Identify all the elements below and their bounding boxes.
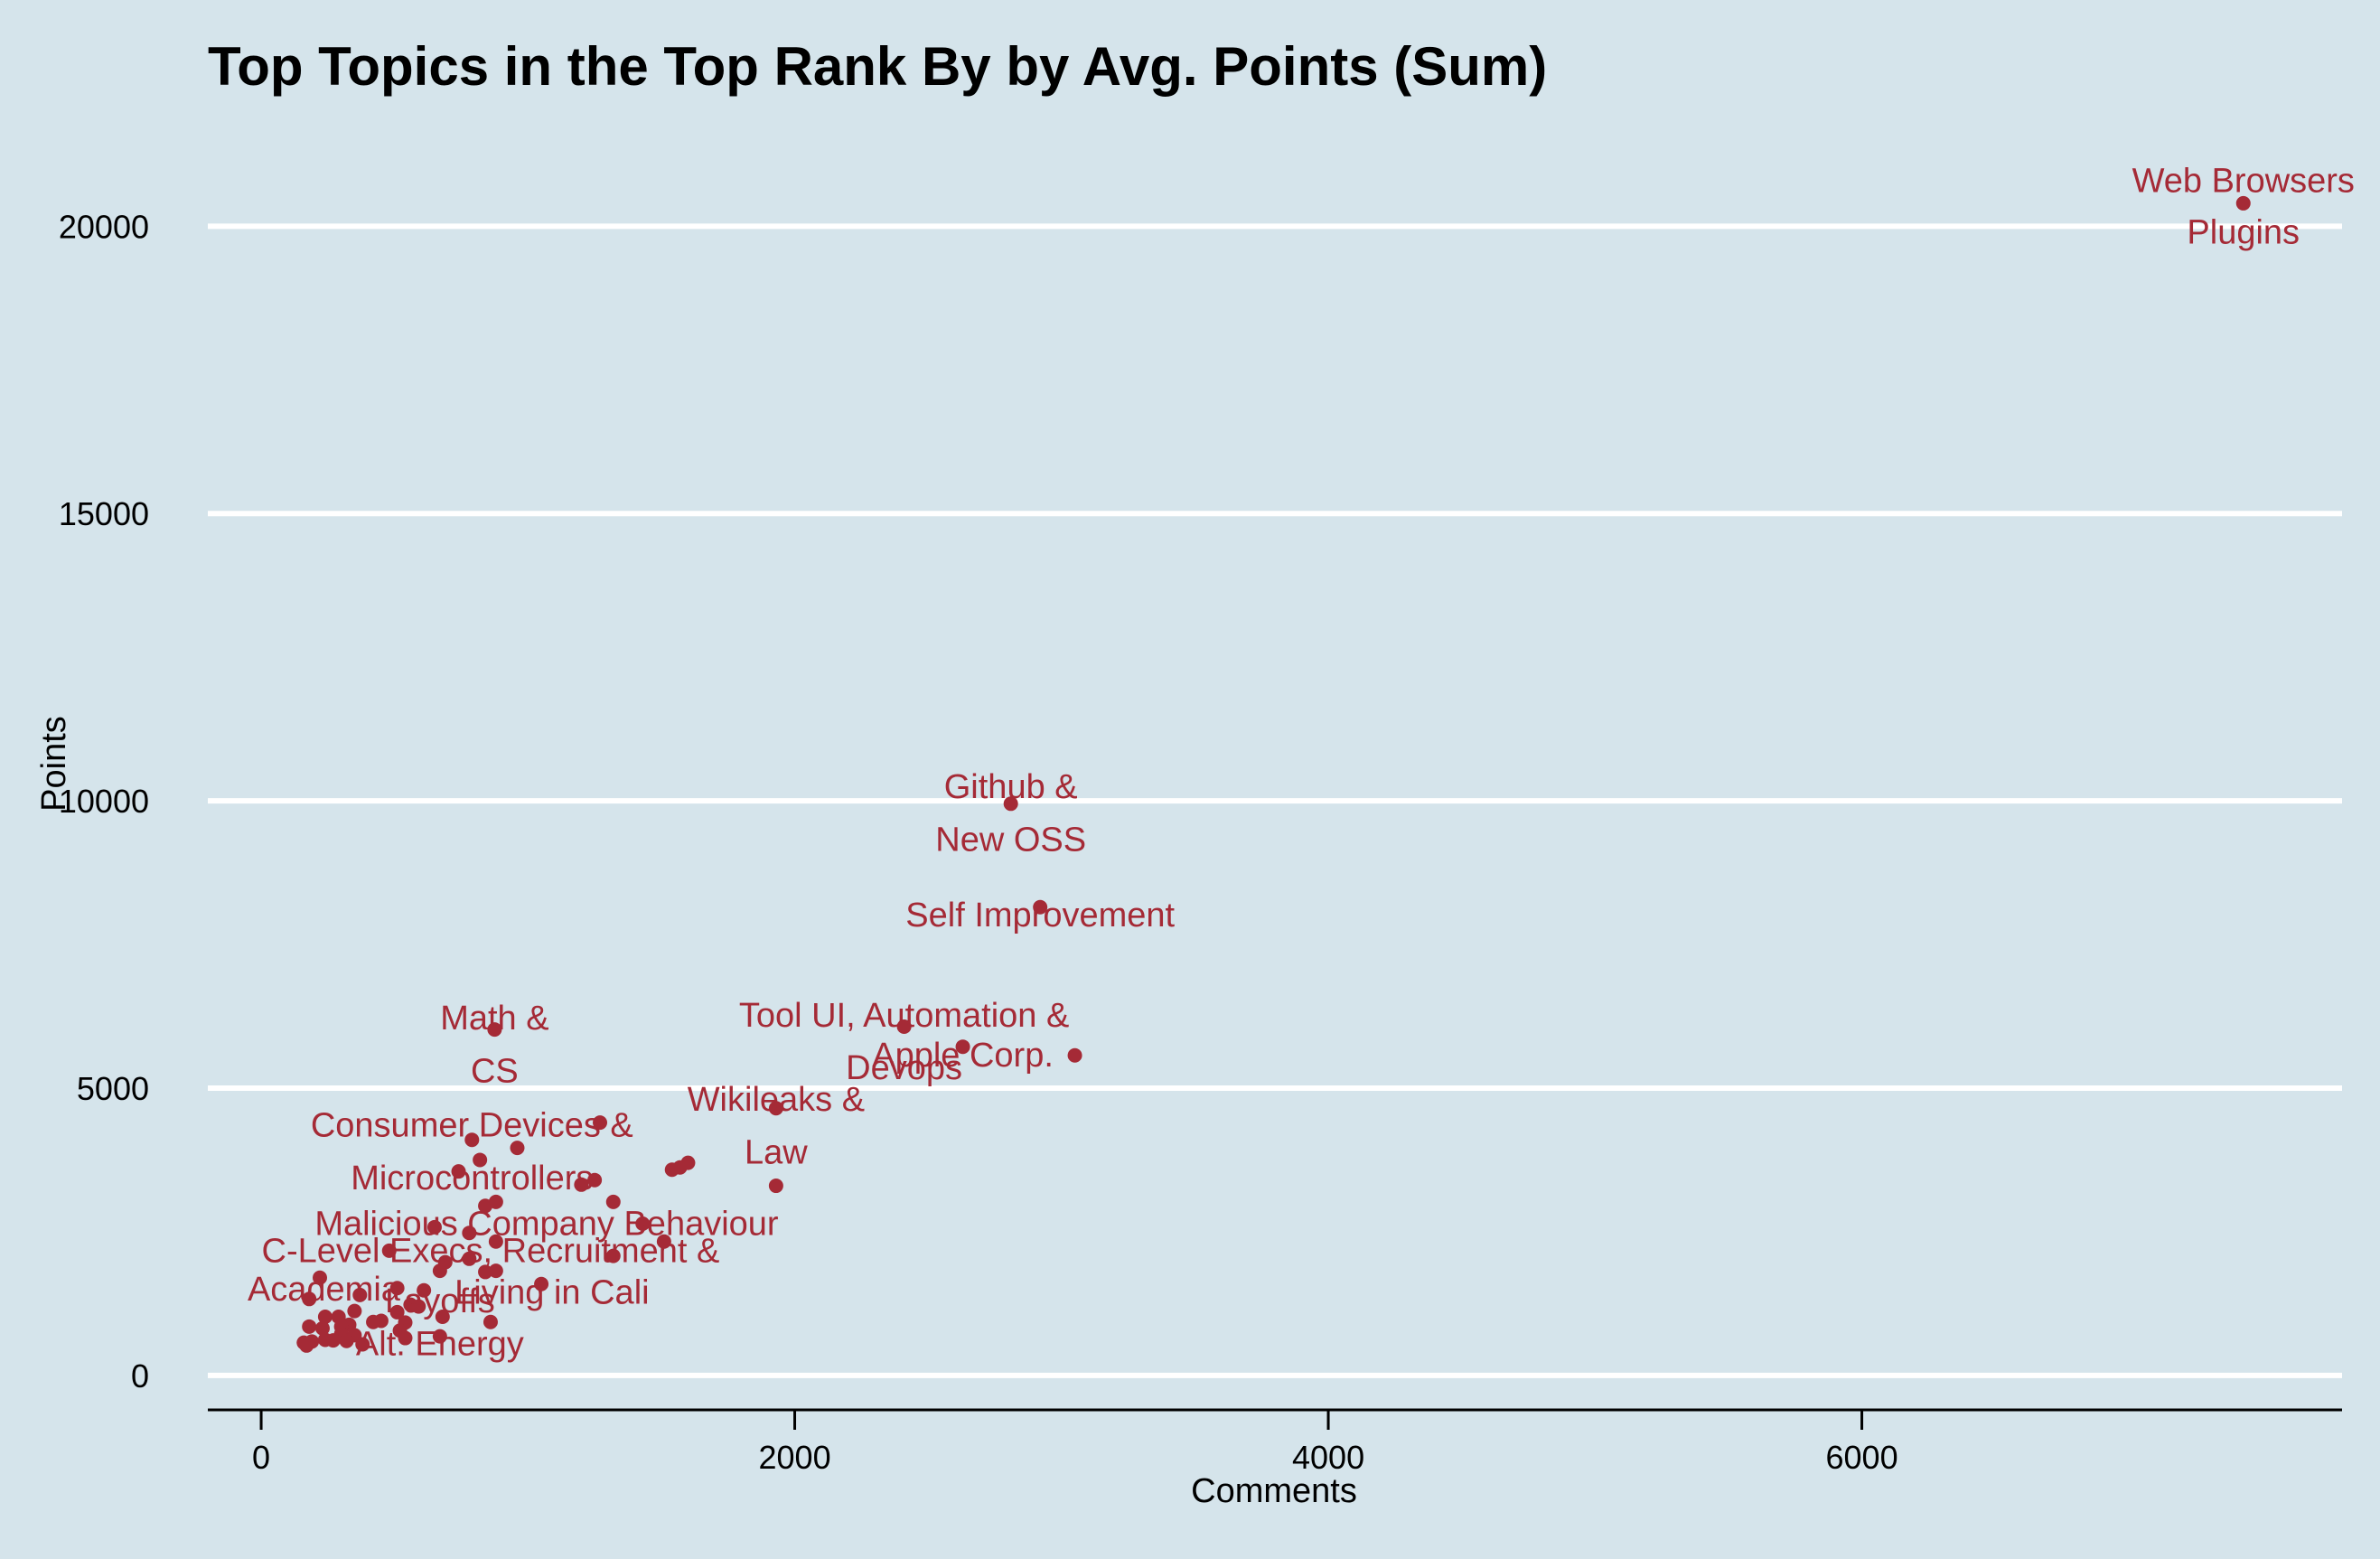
data-point <box>366 1314 381 1329</box>
chart-title: Top Topics in the Top Rank By by Avg. Po… <box>208 36 1547 97</box>
data-point <box>587 1172 603 1188</box>
x-tick-label: 2000 <box>759 1439 831 1476</box>
x-tick-label: 6000 <box>1826 1439 1898 1476</box>
point-label: Self Improvement <box>905 897 1175 934</box>
gridlines <box>208 223 2342 1378</box>
data-point <box>352 1287 368 1302</box>
data-point <box>478 1198 493 1214</box>
data-point <box>464 1132 480 1148</box>
point-label: Malicious Company Behaviour <box>314 1205 779 1243</box>
data-point <box>317 1310 333 1325</box>
data-point <box>1033 899 1048 915</box>
data-point <box>411 1299 426 1314</box>
data-point <box>593 1115 608 1131</box>
data-point <box>432 1329 447 1344</box>
data-point <box>635 1216 651 1232</box>
point-label: CS <box>471 1052 519 1090</box>
data-points <box>296 195 2251 1353</box>
point-label: Apple Corp. <box>872 1037 1054 1075</box>
data-point <box>462 1226 477 1241</box>
data-point <box>302 1291 317 1307</box>
point-label: Consumer Devices & <box>311 1107 633 1145</box>
y-tick-label: 15000 <box>59 495 149 532</box>
data-point <box>605 1194 621 1209</box>
point-label: Law <box>745 1134 808 1172</box>
point-label: Math & <box>440 1000 548 1038</box>
x-axis: 0 2000 4000 6000 <box>208 1408 2342 1476</box>
data-point <box>488 1263 503 1279</box>
data-point <box>325 1333 341 1348</box>
data-point <box>355 1337 370 1352</box>
data-point <box>955 1039 970 1055</box>
data-point <box>574 1177 589 1192</box>
y-axis-title: Points <box>35 716 73 812</box>
data-point <box>605 1248 621 1263</box>
point-label: Layoffs <box>385 1282 495 1320</box>
point-label: Plugins <box>2187 214 2300 252</box>
x-axis-title: Comments <box>1191 1472 1357 1510</box>
point-label: Alt. Energy <box>356 1325 524 1363</box>
data-point <box>302 1319 317 1334</box>
data-point <box>2235 195 2251 211</box>
y-axis: 0 5000 10000 15000 20000 <box>59 208 149 1394</box>
data-point <box>534 1276 549 1291</box>
data-point <box>398 1330 413 1346</box>
point-labels: Web Browsers Plugins Github & New OSS Self I… <box>248 163 2355 1364</box>
data-point <box>768 1101 783 1116</box>
data-point <box>426 1219 442 1235</box>
data-point <box>347 1303 362 1319</box>
point-label: Wikileaks & <box>688 1081 865 1119</box>
data-point <box>1003 796 1018 812</box>
data-point <box>664 1162 679 1178</box>
y-tick-label: 0 <box>131 1357 149 1395</box>
point-label: Tool UI, Automation & <box>739 997 1069 1035</box>
data-point <box>473 1152 488 1168</box>
data-point <box>432 1263 447 1279</box>
point-label: Github & <box>944 768 1078 806</box>
data-point <box>896 1019 912 1034</box>
point-label: C-Level Execs, Recruitment & <box>262 1232 720 1270</box>
x-tick-label: 4000 <box>1292 1439 1364 1476</box>
point-label: Living in Cali <box>454 1274 649 1312</box>
point-label: New OSS <box>935 822 1086 859</box>
data-point <box>299 1338 314 1353</box>
data-point <box>1067 1047 1082 1063</box>
data-point <box>656 1234 671 1249</box>
data-point <box>478 1264 493 1280</box>
y-tick-label: 5000 <box>77 1070 149 1107</box>
data-point <box>389 1304 405 1320</box>
data-point <box>313 1270 328 1285</box>
y-tick-label: 20000 <box>59 208 149 245</box>
y-tick-label: 10000 <box>59 783 149 820</box>
data-point <box>389 1281 405 1296</box>
data-point <box>381 1243 397 1258</box>
data-point <box>488 1234 503 1249</box>
point-label: Microcontrollers <box>351 1160 593 1197</box>
data-point <box>314 1320 330 1336</box>
point-label: Web Browsers <box>2132 163 2355 201</box>
data-point <box>451 1164 466 1179</box>
data-point <box>462 1251 477 1266</box>
data-point <box>339 1333 354 1348</box>
point-label: Devops <box>846 1049 962 1087</box>
point-label: Academia <box>248 1271 401 1309</box>
data-point <box>487 1022 502 1038</box>
data-point <box>768 1179 783 1194</box>
x-tick-label: 0 <box>252 1439 270 1476</box>
data-point <box>510 1141 525 1156</box>
data-point <box>483 1314 498 1329</box>
data-point <box>417 1282 432 1298</box>
data-point <box>435 1310 450 1325</box>
